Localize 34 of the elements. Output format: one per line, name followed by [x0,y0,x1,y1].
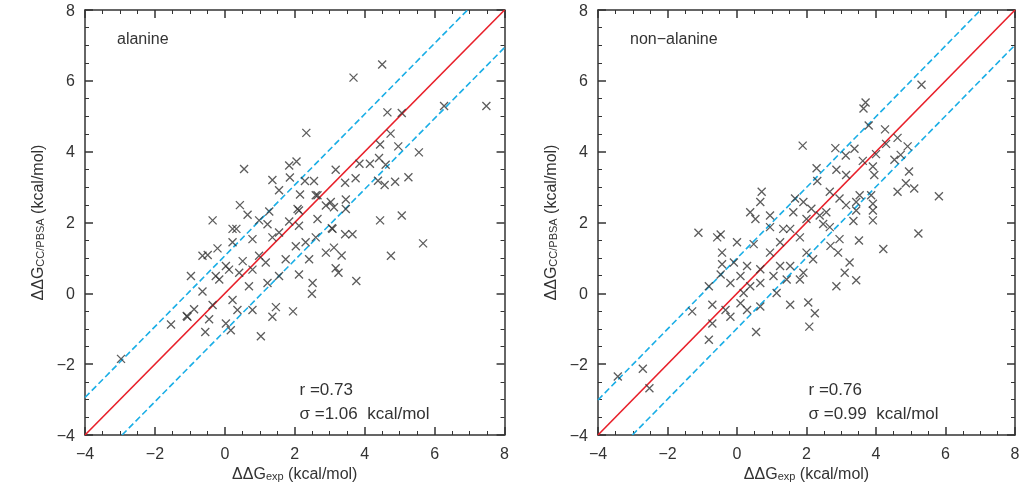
x-tick-label: 2 [290,444,300,462]
y-tick-label: 4 [579,143,589,161]
y-tick-label: 8 [66,1,76,19]
x-tick-label: 6 [430,444,440,462]
x-tick-label: 2 [802,444,812,462]
y-tick-label: −4 [569,426,589,444]
x-tick-label: 4 [360,444,370,462]
x-axis-title: ΔΔGexp (kcal/mol) [232,465,358,483]
annotation: alanine [117,29,169,47]
y-tick-label: −4 [56,426,76,444]
x-tick-label: −2 [658,444,677,462]
y-tick-label: 0 [579,284,589,302]
y-tick-label: 8 [579,1,589,19]
annotation: σ =1.06 kcal/mol [299,404,430,423]
x-tick-label: −2 [145,444,165,462]
y-tick-label: −2 [569,355,589,373]
x-tick-label: 4 [871,444,881,462]
y-tick-label: 0 [66,284,76,302]
x-tick-label: 8 [1010,444,1020,462]
y-tick-label: 2 [66,214,76,231]
x-axis-title: ΔΔGexp (kcal/mol) [743,465,870,483]
x-tick-label: 0 [732,444,742,462]
y-tick-label: −2 [56,355,76,373]
y-tick-label: 4 [66,143,76,161]
y-tick-label: 6 [579,72,589,90]
annotation: non−alanine [630,29,718,47]
x-tick-label: 6 [941,444,951,462]
annotation: r =0.73 [299,380,353,399]
annotation: r =0.76 [808,380,862,399]
x-tick-label: 8 [500,444,510,462]
annotation: σ =0.99 kcal/mol [808,404,939,423]
y-tick-label: 6 [66,72,76,90]
x-tick-label: 0 [220,444,230,462]
y-tick-label: 2 [579,214,589,231]
